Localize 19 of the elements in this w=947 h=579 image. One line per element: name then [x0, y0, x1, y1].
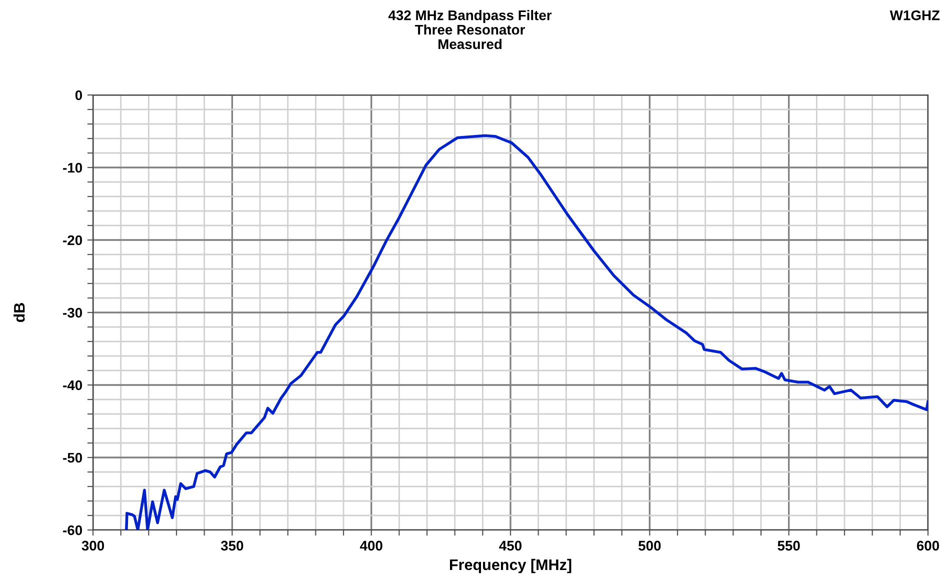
x-tick-label: 400	[360, 540, 382, 551]
x-tick-label: 450	[499, 540, 522, 551]
x-axis-title: Frequency [MHz]	[450, 558, 572, 574]
x-tick-label: 300	[82, 540, 104, 551]
y-tick-label: 0	[75, 90, 82, 100]
x-tick-label: 550	[778, 540, 800, 551]
y-tick-label: -10	[63, 162, 82, 173]
y-axis-title: dB	[14, 303, 25, 322]
y-tick-label: -30	[63, 308, 82, 318]
text: W1GHZ	[890, 10, 940, 20]
y-tick-label: -60	[63, 525, 82, 536]
x-tick-label: 600	[916, 540, 940, 551]
x-tick-label: 500	[638, 540, 661, 551]
y-tick-label: -20	[63, 235, 82, 246]
y-tick-label: -40	[63, 380, 82, 390]
chart-title: 432 MHz Bandpass Filter Three Resonator Measured	[388, 10, 552, 50]
line-series	[125, 134, 928, 530]
x-tick-label: 350	[220, 540, 244, 551]
y-tick-label: -50	[63, 452, 82, 463]
